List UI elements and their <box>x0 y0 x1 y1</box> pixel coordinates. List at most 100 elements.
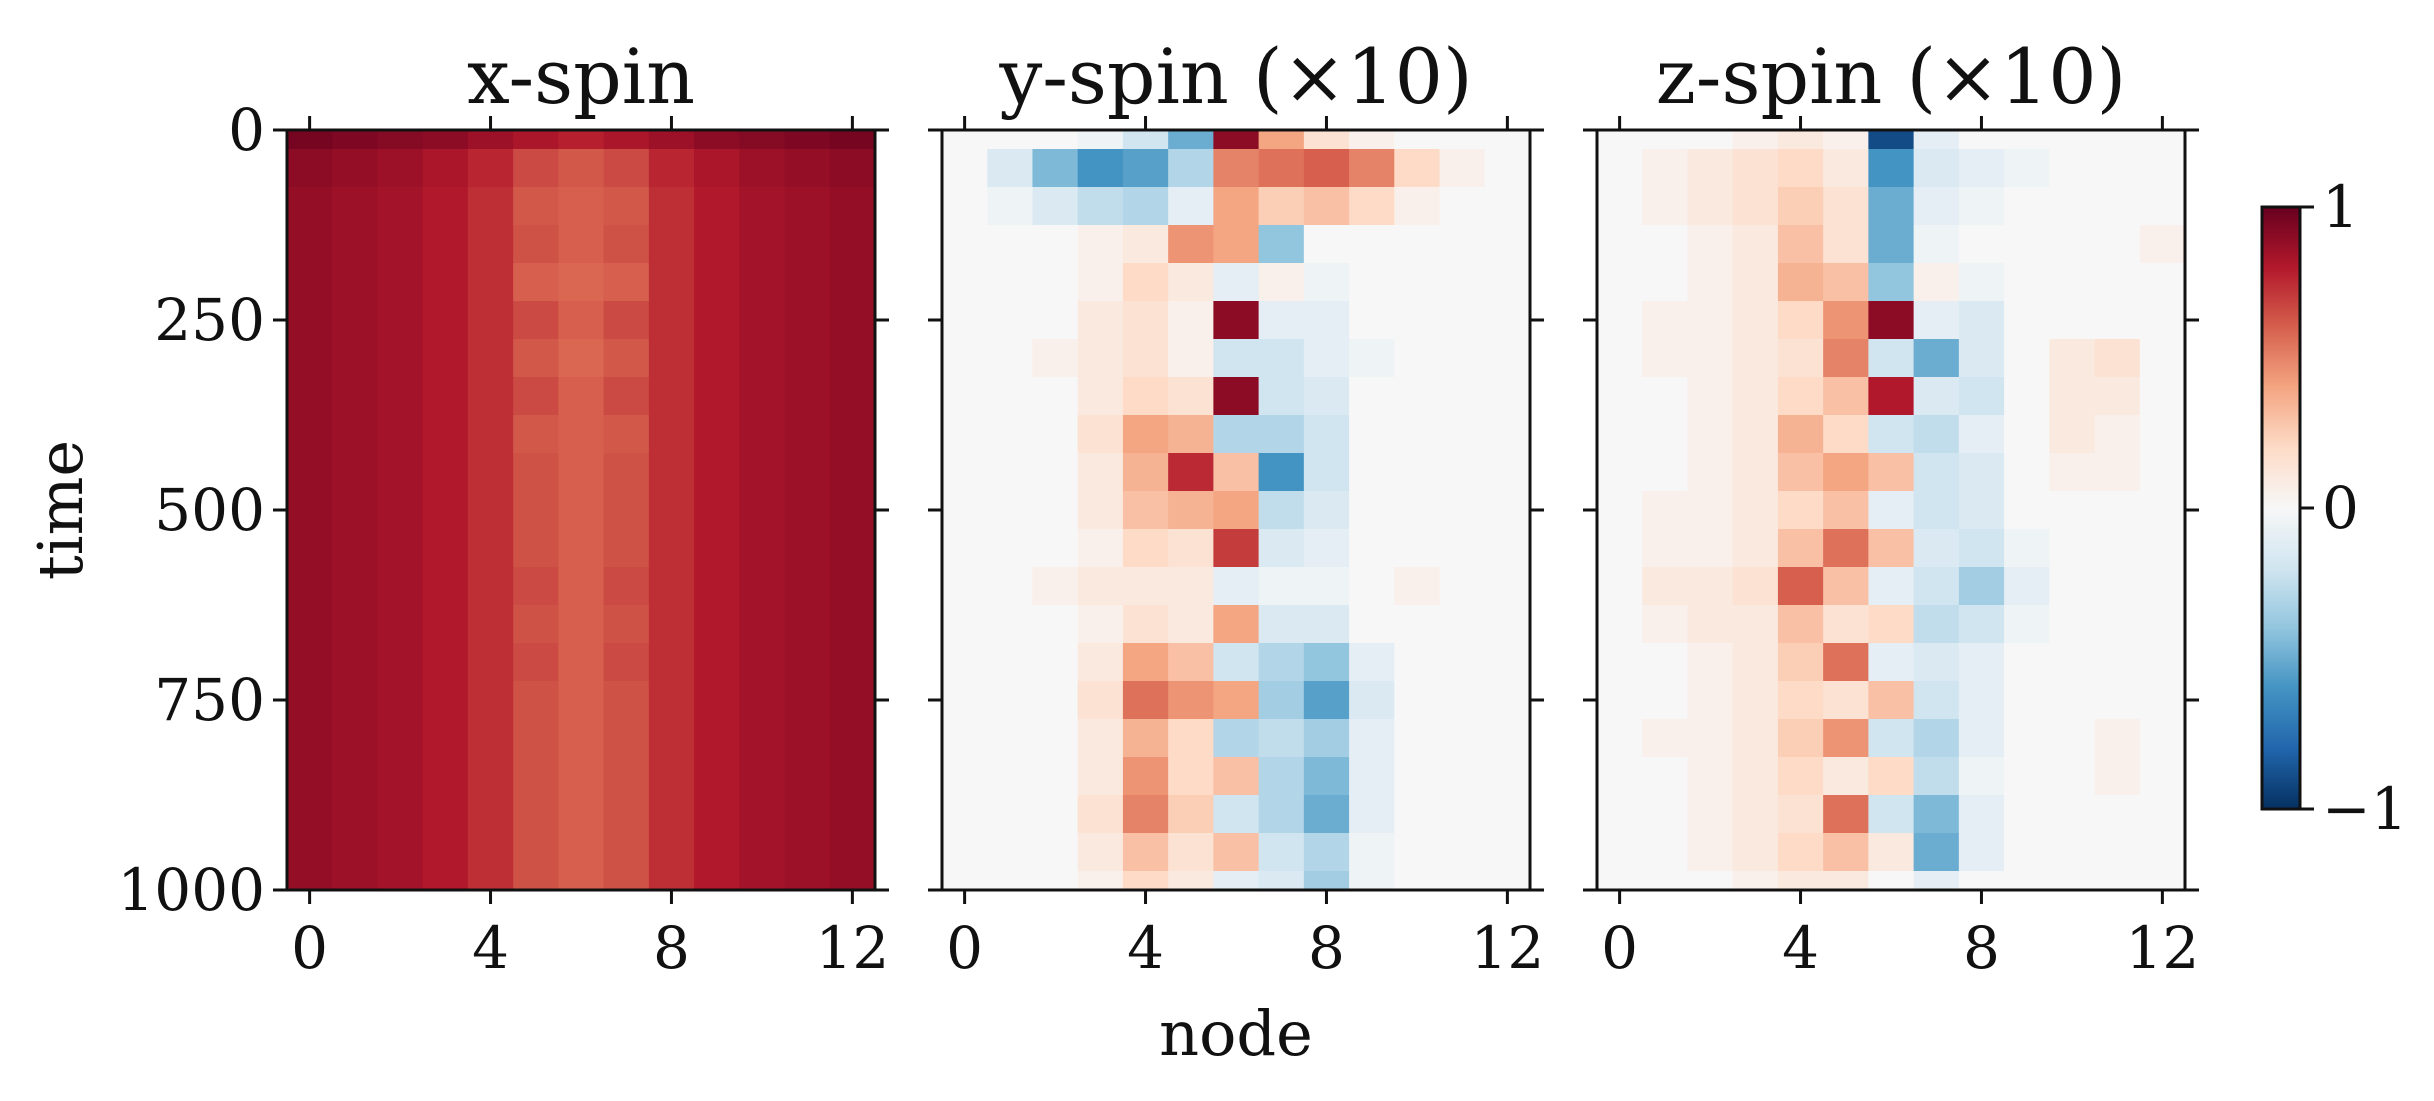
heatmap-cell <box>1642 719 1689 758</box>
heatmap-cell <box>558 833 605 872</box>
heatmap-cell <box>2004 681 2050 720</box>
heatmap-cell <box>1687 605 1734 644</box>
heatmap-cell <box>1958 871 2005 890</box>
heatmap-cell <box>2049 263 2096 302</box>
heatmap-cell <box>1258 263 1305 302</box>
heatmap-cell <box>287 567 333 606</box>
heatmap-cell <box>694 871 740 890</box>
heatmap-cell <box>332 529 379 568</box>
heatmap-cell <box>1122 377 1169 416</box>
heatmap-cell <box>558 187 605 226</box>
heatmap-cell <box>1258 605 1305 644</box>
heatmap-cell <box>2094 339 2141 378</box>
heatmap-cell <box>513 149 559 188</box>
heatmap-cell <box>1303 301 1350 340</box>
y-tick-label: 500 <box>154 476 265 544</box>
y-tick-label: 750 <box>154 666 265 734</box>
heatmap-cell <box>513 529 559 568</box>
heatmap-cell <box>1484 453 1530 492</box>
heatmap-cell <box>1732 491 1779 530</box>
heatmap-cell <box>1868 130 1915 150</box>
heatmap-cell <box>1868 491 1915 530</box>
heatmap-cell <box>987 529 1034 568</box>
heatmap-cell <box>2139 567 2185 606</box>
heatmap-cell <box>2139 301 2185 340</box>
panel-z-spin: z-spin (×10) 0 4 8 12 <box>1583 32 2199 982</box>
heatmap-cell <box>1913 187 1960 226</box>
heatmap-cell <box>1732 149 1779 188</box>
heatmap-cell <box>1349 225 1395 264</box>
heatmap-cell <box>1349 757 1395 796</box>
heatmap-cell <box>287 301 333 340</box>
heatmap-cell <box>558 301 605 340</box>
heatmap-cell <box>1777 643 1824 682</box>
heatmap-cell <box>784 795 831 834</box>
heatmap-cell <box>377 149 424 188</box>
heatmap-cell <box>784 377 831 416</box>
heatmap-cell <box>1913 415 1960 454</box>
heatmap-cell <box>1823 795 1869 834</box>
heatmap-cell <box>467 130 514 150</box>
heatmap-cell <box>648 225 695 264</box>
heatmap-cell <box>2004 415 2050 454</box>
heatmap-cell <box>1032 301 1079 340</box>
heatmap-cell <box>1958 187 2005 226</box>
heatmap-cell <box>467 567 514 606</box>
heatmap-cell <box>784 719 831 758</box>
heatmap-cell <box>2004 491 2050 530</box>
heatmap-cell <box>1958 149 2005 188</box>
y-tick-label: 250 <box>154 286 265 354</box>
heatmap-cell <box>648 643 695 682</box>
heatmap-cell <box>467 491 514 530</box>
heatmap-cell <box>287 263 333 302</box>
heatmap-cell <box>1122 187 1169 226</box>
heatmap-cell <box>1439 643 1486 682</box>
heatmap-cell <box>1687 453 1734 492</box>
heatmap-cell <box>1642 643 1689 682</box>
heatmap-cell <box>287 719 333 758</box>
heatmap-cell <box>1394 567 1441 606</box>
heatmap-cell <box>1258 719 1305 758</box>
heatmap-cell <box>603 453 650 492</box>
heatmap-cell <box>1777 833 1824 872</box>
heatmap-cell <box>942 491 988 530</box>
heatmap-cell <box>1687 567 1734 606</box>
panel-title: x-spin <box>467 32 695 121</box>
heatmap-cell <box>942 225 988 264</box>
heatmap-cell <box>987 491 1034 530</box>
heatmap-cell <box>987 605 1034 644</box>
heatmap-cell <box>2049 833 2096 872</box>
heatmap-cell <box>1958 719 2005 758</box>
heatmap-cell <box>1258 833 1305 872</box>
x-axis-label: node <box>1159 997 1313 1070</box>
heatmap-cell <box>1394 795 1441 834</box>
heatmap-cell <box>942 263 988 302</box>
heatmap-cell <box>332 757 379 796</box>
heatmap-cell <box>1168 225 1214 264</box>
heatmap-cell <box>422 377 469 416</box>
heatmap-cell <box>694 681 740 720</box>
heatmap-cell <box>1213 187 1260 226</box>
heatmap-cell <box>1168 833 1214 872</box>
heatmap-cell <box>603 605 650 644</box>
heatmap-cell <box>332 453 379 492</box>
heatmap-cell <box>1258 377 1305 416</box>
heatmap-cell <box>942 339 988 378</box>
heatmap-cell <box>942 130 988 150</box>
heatmap-cell <box>467 719 514 758</box>
heatmap-cell <box>1303 339 1350 378</box>
heatmap-cell <box>1303 833 1350 872</box>
heatmap-cell <box>694 225 740 264</box>
heatmap-cell <box>1597 415 1643 454</box>
heatmap-cell <box>987 453 1034 492</box>
heatmap-cell <box>2049 130 2096 150</box>
heatmap-cell <box>1597 491 1643 530</box>
heatmap-cell <box>2139 719 2185 758</box>
heatmap-cell <box>1394 453 1441 492</box>
heatmap-cell <box>2049 529 2096 568</box>
heatmap-cell <box>332 605 379 644</box>
heatmap-cell <box>2094 795 2141 834</box>
heatmap-cell <box>1032 719 1079 758</box>
heatmap-cell <box>603 757 650 796</box>
heatmap-cell <box>1077 795 1124 834</box>
